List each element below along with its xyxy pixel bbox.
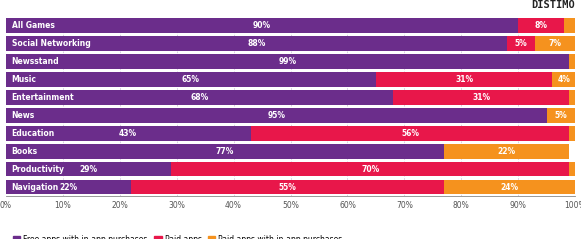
Text: Music: Music [12, 75, 37, 84]
Text: 56%: 56% [401, 129, 419, 138]
Bar [6, 144, 444, 158]
Bar [171, 162, 569, 176]
Text: All Games: All Games [12, 21, 55, 30]
Text: 29%: 29% [80, 165, 98, 174]
Bar [444, 180, 575, 194]
Text: 99%: 99% [279, 57, 297, 66]
Bar [569, 126, 575, 141]
Text: Productivity: Productivity [12, 165, 64, 174]
Bar [547, 108, 575, 123]
Bar [569, 162, 575, 176]
Bar [6, 54, 569, 69]
Bar [6, 72, 575, 87]
Text: 68%: 68% [190, 93, 209, 102]
Text: Newsstand: Newsstand [12, 57, 59, 66]
Text: 22%: 22% [59, 183, 77, 191]
Text: Social Networking: Social Networking [12, 39, 90, 48]
Bar [6, 162, 171, 176]
Bar [444, 144, 569, 158]
Bar [6, 108, 547, 123]
Bar [376, 72, 553, 87]
Bar [6, 72, 376, 87]
Text: 31%: 31% [455, 75, 473, 84]
Bar [6, 108, 575, 123]
Text: DISTIMO: DISTIMO [532, 0, 575, 10]
Bar [6, 18, 518, 33]
Legend: Free apps with in-app purchases, Paid apps, Paid apps with in-app purchases: Free apps with in-app purchases, Paid ap… [10, 232, 346, 239]
Text: 8%: 8% [535, 21, 547, 30]
Bar [393, 90, 569, 105]
Bar [6, 36, 575, 51]
Text: 24%: 24% [501, 183, 519, 191]
Bar [6, 180, 575, 194]
Text: Education: Education [12, 129, 55, 138]
Bar [6, 90, 393, 105]
Text: 95%: 95% [267, 111, 285, 120]
Text: Books: Books [12, 147, 38, 156]
Text: 90%: 90% [253, 21, 271, 30]
Bar [6, 162, 575, 176]
Bar [564, 18, 575, 33]
Text: 5%: 5% [515, 39, 528, 48]
Bar [6, 36, 507, 51]
Bar [553, 72, 575, 87]
Text: 88%: 88% [247, 39, 266, 48]
Text: 55%: 55% [279, 183, 296, 191]
Bar [569, 90, 575, 105]
Bar [6, 180, 131, 194]
Bar [6, 126, 250, 141]
Text: News: News [12, 111, 35, 120]
Bar [250, 126, 569, 141]
Text: 31%: 31% [472, 93, 490, 102]
Bar [131, 180, 444, 194]
Bar [6, 54, 575, 69]
Text: 70%: 70% [361, 165, 379, 174]
Text: 65%: 65% [182, 75, 200, 84]
Text: 7%: 7% [549, 39, 562, 48]
Text: 4%: 4% [557, 75, 570, 84]
Bar [569, 54, 575, 69]
Text: Entertainment: Entertainment [12, 93, 74, 102]
Bar [6, 126, 575, 141]
Bar [6, 90, 575, 105]
Bar [507, 36, 535, 51]
Text: 43%: 43% [119, 129, 137, 138]
Bar [518, 18, 564, 33]
Bar [535, 36, 575, 51]
Text: 5%: 5% [555, 111, 567, 120]
Text: 77%: 77% [216, 147, 234, 156]
Bar [6, 18, 575, 33]
Text: 22%: 22% [498, 147, 516, 156]
Text: Navigation: Navigation [12, 183, 59, 191]
Bar [6, 144, 575, 158]
